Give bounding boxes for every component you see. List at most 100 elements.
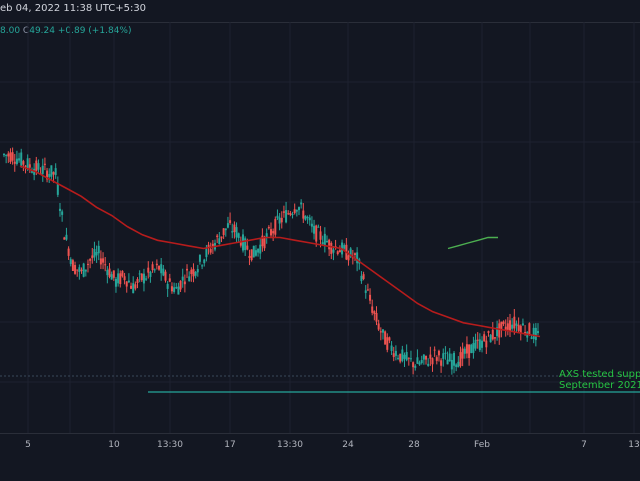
candle-body — [412, 362, 415, 368]
price-chart[interactable] — [0, 22, 640, 433]
candle-body — [468, 344, 471, 358]
candle-body — [261, 235, 264, 247]
candle-body — [528, 323, 531, 335]
candle-body — [328, 239, 331, 250]
candle-body — [175, 287, 178, 289]
ohlc-legend: 8.00 C49.24 +0.89 (+1.84%) — [0, 26, 131, 36]
candle-body — [58, 208, 61, 211]
candle-body — [20, 152, 23, 166]
candle-body — [220, 236, 223, 239]
candle-body — [140, 273, 143, 281]
candle-body — [399, 353, 402, 362]
candle-body — [18, 158, 21, 161]
annotation-line-1: AXS tested suppor — [559, 369, 640, 380]
candle-body — [265, 233, 268, 238]
candle-body — [250, 249, 253, 261]
candle-body — [61, 211, 64, 215]
candle-body — [125, 281, 128, 287]
candle-body — [145, 278, 148, 280]
candle-body — [330, 242, 333, 254]
candle-body — [229, 220, 232, 223]
candle-body — [509, 320, 512, 331]
candle-body — [493, 337, 496, 339]
candle-body — [106, 269, 109, 276]
candle-body — [102, 258, 105, 263]
candle-body — [392, 353, 395, 358]
candle-body — [192, 268, 195, 277]
candle-body — [530, 337, 533, 339]
candle-body — [407, 357, 410, 359]
candle-body — [158, 265, 161, 270]
candle-body — [246, 245, 249, 250]
change-value: +0.89 (+1.84%) — [57, 26, 132, 36]
candle-body — [435, 357, 438, 361]
candle-body — [67, 248, 70, 256]
candle-body — [308, 217, 311, 221]
candle-body — [91, 255, 94, 259]
close-key: C — [22, 26, 30, 36]
candle-body — [30, 171, 33, 173]
candle-body — [293, 209, 296, 214]
candle-body — [138, 273, 141, 275]
candle-body — [465, 344, 468, 354]
candle-body — [110, 274, 113, 280]
candle-body — [151, 264, 154, 271]
x-tick: 17 — [224, 440, 236, 450]
candle-body — [373, 311, 376, 314]
candle-body — [291, 214, 294, 216]
candle-body — [80, 269, 83, 271]
candle-body — [371, 306, 374, 313]
moving-average-green-segment — [447, 236, 498, 250]
candle-body — [515, 323, 518, 326]
annotation-line-2: September 2021. — [559, 380, 640, 391]
candle-body — [453, 352, 456, 366]
candle-body — [35, 160, 38, 171]
candle-body — [498, 323, 501, 338]
candle-body — [201, 265, 204, 267]
candle-body — [470, 344, 473, 354]
candle-body — [89, 259, 92, 261]
candle-body — [360, 275, 363, 282]
candle-body — [442, 353, 445, 359]
candle-body — [409, 358, 412, 360]
candle-body — [347, 255, 350, 261]
candle-body — [114, 278, 117, 287]
candle-body — [41, 165, 44, 174]
x-tick: 13:30 — [277, 440, 303, 450]
candle-body — [325, 241, 328, 243]
candle-body — [353, 253, 356, 255]
top-bar: eb 04, 2022 11:38 UTC+5:30 — [0, 0, 640, 23]
candle-body — [489, 334, 492, 343]
candle-body — [244, 238, 247, 251]
time-axis[interactable]: 5 10 13:30 17 13:30 24 28 Feb 7 13 — [0, 433, 640, 481]
candle-body — [205, 248, 208, 258]
candle-body — [332, 249, 335, 253]
candle-body — [511, 324, 514, 329]
candle-body — [321, 242, 324, 245]
candle-body — [179, 280, 182, 290]
candle-body — [278, 217, 281, 224]
candle-body — [63, 237, 66, 240]
candle-body — [390, 345, 393, 351]
x-tick: 7 — [581, 440, 587, 450]
candle-body — [433, 349, 436, 351]
x-tick: 5 — [25, 440, 31, 450]
candle-body — [463, 348, 466, 354]
moving-average-line — [19, 165, 541, 338]
candle-body — [472, 343, 475, 353]
candle-body — [524, 332, 527, 334]
candle-body — [136, 279, 139, 284]
candle-body — [476, 339, 479, 341]
candle-body — [517, 324, 520, 331]
candle-body — [233, 224, 236, 233]
candle-body — [65, 234, 68, 240]
candle-body — [183, 281, 186, 285]
candle-body — [455, 364, 458, 367]
candle-body — [375, 312, 378, 322]
candle-body — [160, 264, 163, 274]
candle-body — [427, 363, 430, 366]
candle-body — [306, 217, 309, 219]
candle-body — [403, 354, 406, 359]
candle-body — [76, 269, 79, 271]
candle-body — [3, 153, 5, 156]
